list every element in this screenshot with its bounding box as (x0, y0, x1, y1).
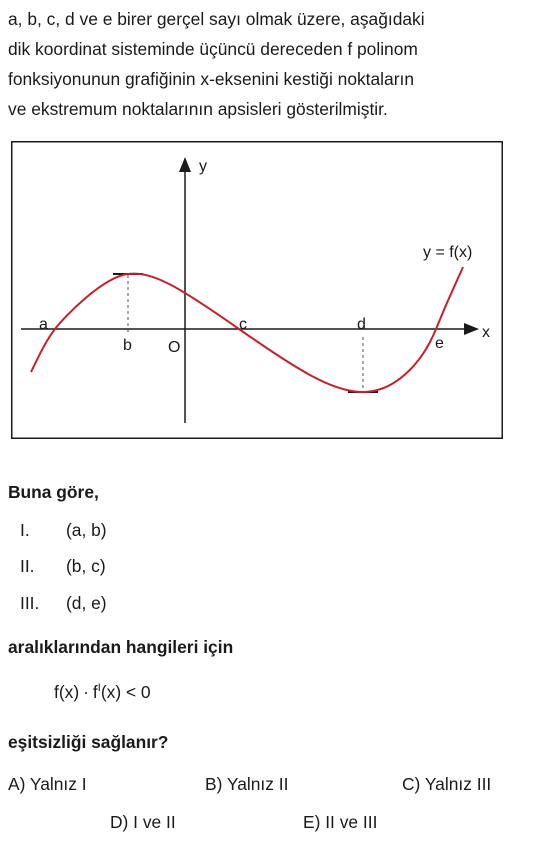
option-b[interactable]: B) Yalnız II (205, 774, 289, 794)
statement-text-1: (a, b) (66, 520, 107, 540)
intro-line-3: fonksiyonunun grafiğinin x-eksenini kest… (8, 69, 415, 89)
intro-line-4: ve ekstremum noktalarının apsisleri göst… (8, 99, 388, 119)
point-label-b: b (123, 337, 132, 354)
ask-text: aralıklarından hangileri için (8, 637, 234, 657)
inequality: f(x) · fI(x) < 0 (54, 682, 151, 703)
statement-text-3: (d, e) (66, 593, 107, 613)
inequality-right: (x) < 0 (100, 682, 151, 702)
statement-num-1: I. (20, 520, 30, 540)
inequality-left: f(x) (54, 682, 80, 702)
ending-text: eşitsizliği sağlanır? (8, 732, 169, 752)
graph-frame (11, 141, 503, 439)
option-a[interactable]: A) Yalnız I (8, 774, 87, 794)
option-d[interactable]: D) I ve II (110, 812, 176, 832)
prompt-text: Buna göre, (8, 482, 99, 502)
question-intro: a, b, c, d ve e birer gerçel sayı olmak … (8, 4, 536, 124)
function-graph: y x O y = f(x) a b c d e (11, 141, 503, 439)
statement-num-2: II. (20, 556, 35, 576)
option-c[interactable]: C) Yalnız III (402, 774, 492, 794)
x-axis-arrow-icon (464, 323, 479, 335)
y-axis-label: y (199, 158, 207, 175)
x-axis-label: x (482, 324, 490, 341)
statement-text-2: (b, c) (66, 556, 106, 576)
point-label-a: a (39, 316, 48, 333)
inequality-fprime: f (92, 682, 98, 702)
origin-label: O (168, 339, 180, 356)
statement-num-3: III. (20, 593, 40, 613)
option-e[interactable]: E) II ve III (303, 812, 378, 832)
cubic-curve (30, 266, 464, 394)
point-label-e: e (435, 335, 444, 352)
y-axis-arrow-icon (179, 157, 191, 172)
inequality-prime: I (97, 682, 101, 694)
intro-line-2: dik koordinat sisteminde üçüncü derecede… (8, 39, 418, 59)
inequality-dot: · (83, 682, 89, 702)
graph-svg: y x O y = f(x) a b c d e (11, 141, 503, 439)
function-label: y = f(x) (423, 244, 472, 261)
point-label-c: c (239, 316, 247, 333)
intro-line-1: a, b, c, d ve e birer gerçel sayı olmak … (8, 9, 425, 29)
point-label-d: d (357, 316, 366, 333)
